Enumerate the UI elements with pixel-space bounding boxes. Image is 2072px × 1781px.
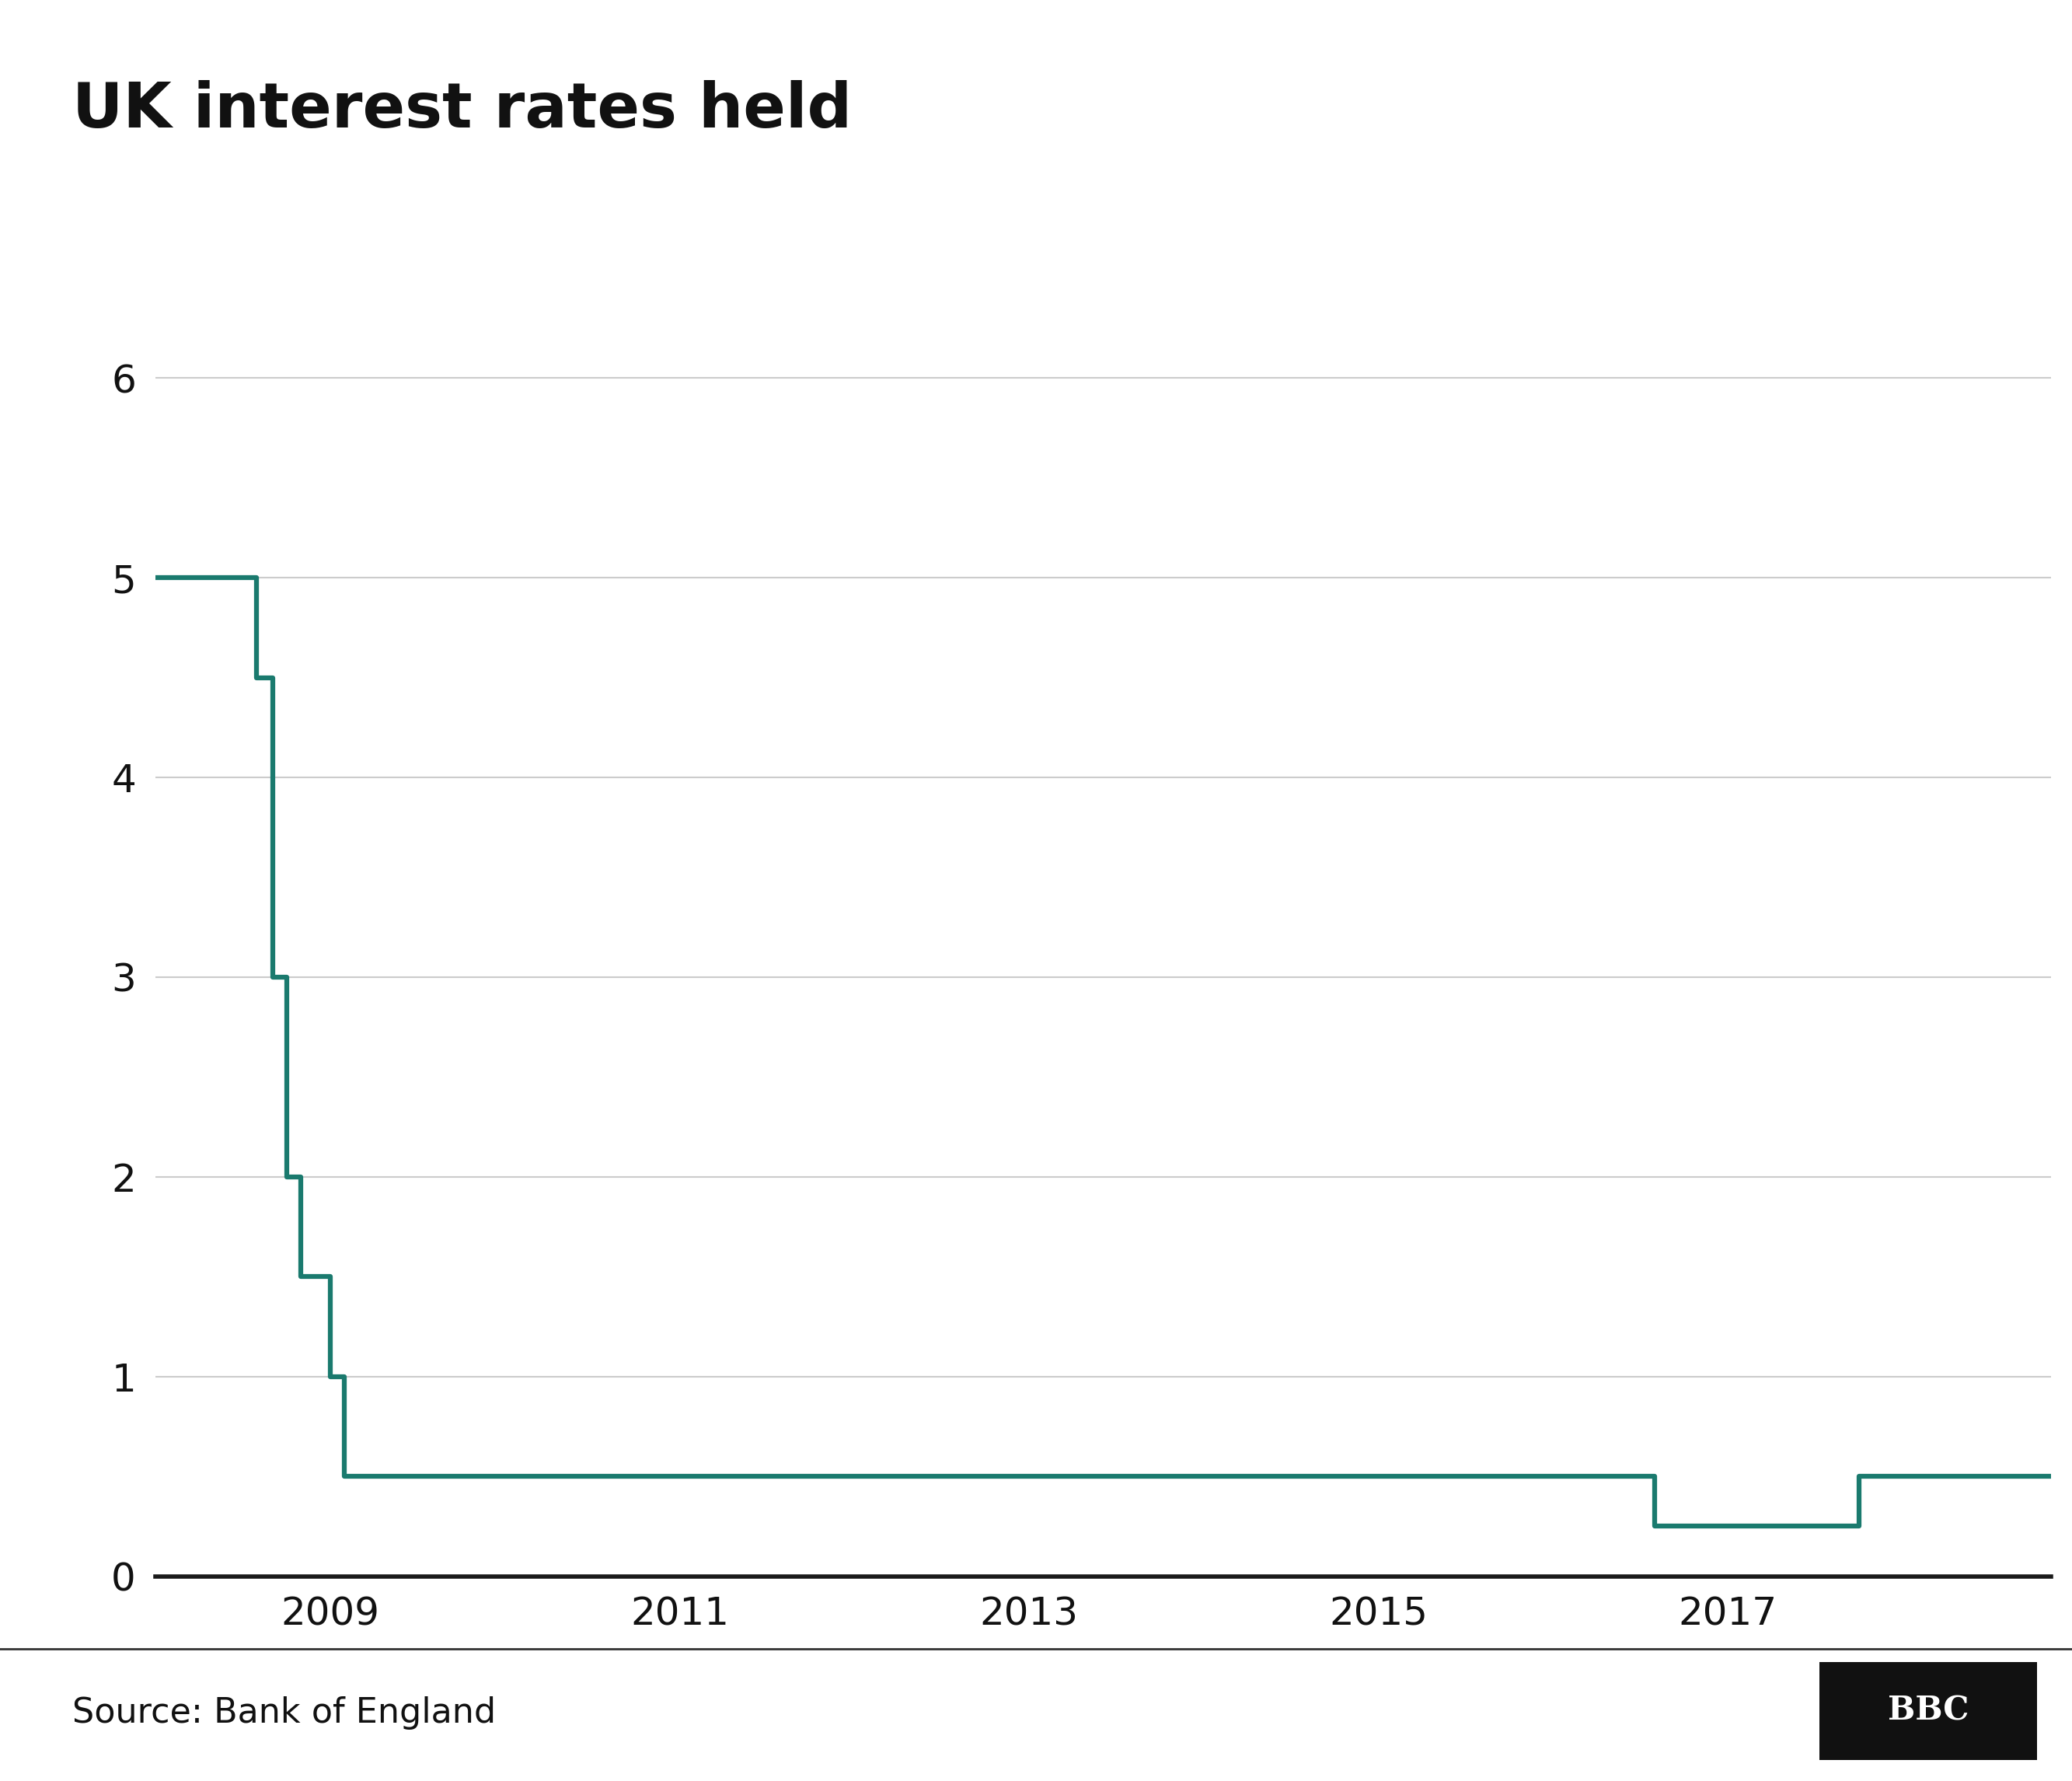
- Text: Source: Bank of England: Source: Bank of England: [73, 1697, 495, 1729]
- Text: BBC: BBC: [1888, 1694, 1968, 1728]
- Text: UK interest rates held: UK interest rates held: [73, 80, 852, 141]
